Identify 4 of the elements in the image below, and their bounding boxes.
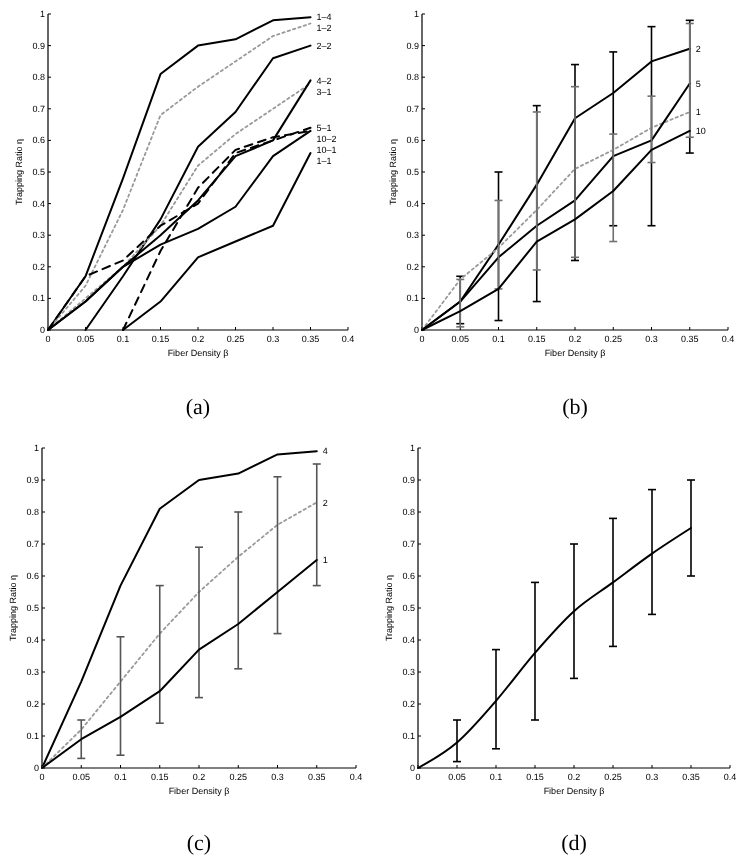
text: (c)	[186, 832, 212, 856]
text: (a)	[185, 396, 211, 420]
text: (d)	[561, 832, 588, 856]
text: (b)	[562, 396, 589, 420]
